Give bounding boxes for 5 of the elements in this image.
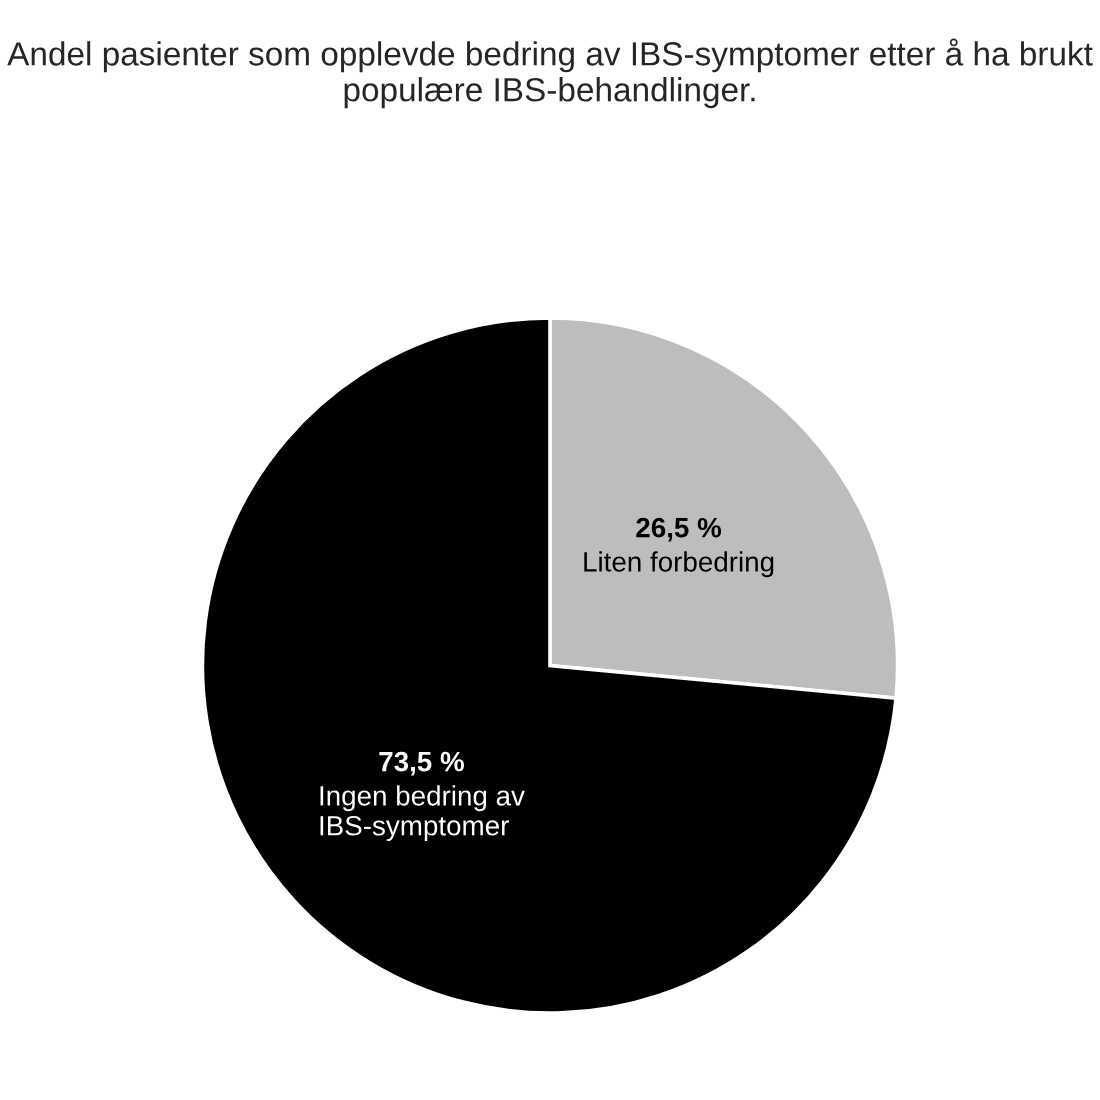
data-label: 73,5 % xyxy=(379,751,464,776)
slice-label: Ingen bedring av IBS-symptomer xyxy=(320,785,525,842)
chart-title: Andel pasienter som opplevde bedring av IBS-symptomer etter å ha brukt populære IBS-behandlinger. xyxy=(7,38,1093,109)
slice-label: Liten forbedring xyxy=(584,551,774,578)
data-label: 26,5 % xyxy=(636,517,722,542)
